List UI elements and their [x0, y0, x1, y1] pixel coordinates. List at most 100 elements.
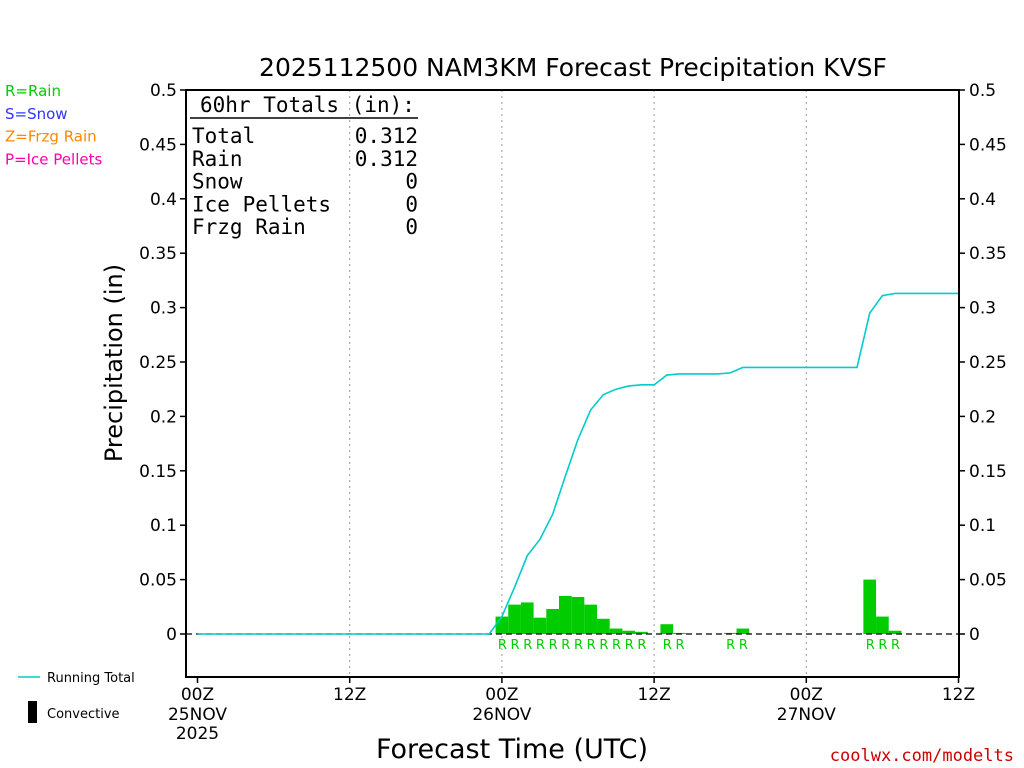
- x-tick-date: 27NOV: [777, 705, 836, 725]
- y-tick-label-right: 0.35: [969, 244, 1007, 264]
- grid-lines: [349, 90, 807, 677]
- precip-bar: [888, 630, 902, 634]
- totals-row-value: 0: [405, 170, 418, 194]
- totals-row-label: Total: [192, 124, 255, 148]
- precip-type-legend-item: S=Snow: [5, 105, 68, 123]
- precip-bar: [622, 630, 636, 634]
- y-tick-label-right: 0.5: [969, 81, 996, 101]
- precip-bar: [584, 604, 598, 634]
- y-axis-label: Precipitation (in): [100, 264, 128, 462]
- precip-type-mark: R: [549, 638, 558, 653]
- y-tick-label-right: 0.05: [969, 571, 1007, 591]
- x-tick-label: 12Z: [333, 685, 366, 705]
- precip-type-mark: R: [612, 638, 621, 653]
- precip-type-mark: R: [574, 638, 583, 653]
- totals-row-value: 0: [405, 192, 418, 216]
- precip-bar: [660, 624, 674, 634]
- convective-legend-label: Convective: [47, 707, 120, 722]
- y-ticks: 0 00.05 0.050.1 0.10.15 0.150.2 0.20.25 0.250.…: [139, 81, 1007, 645]
- y-tick-label-right: 0.15: [969, 462, 1007, 482]
- precip-type-legend-item: Z=Frzg Rain: [5, 128, 97, 146]
- running-total-line: [197, 292, 959, 635]
- precip-type-mark: R: [675, 638, 684, 653]
- precip-bar: [508, 604, 521, 634]
- credit-text: coolwx.com/modelts: [830, 746, 1014, 766]
- totals-row-value: 0: [405, 215, 418, 239]
- plot-frame: [185, 89, 960, 678]
- y-tick-label-left: 0.45: [139, 135, 177, 155]
- totals-row-label: Snow: [192, 170, 243, 194]
- x-tick-date: 26NOV: [472, 705, 531, 725]
- precip-type-mark: R: [637, 638, 646, 653]
- totals-row-label: Rain: [192, 147, 243, 171]
- y-tick-label-left: 0.3: [150, 299, 177, 319]
- line-legend: Running Total Convective: [18, 671, 135, 723]
- precip-type-legend-item: R=Rain: [5, 82, 61, 100]
- precip-type-mark: R: [561, 638, 570, 653]
- y-tick-label-left: 0.05: [139, 571, 177, 591]
- totals-row-label: Ice Pellets: [192, 192, 331, 216]
- precip-bar: [635, 631, 648, 634]
- totals-row-value: 0.312: [355, 124, 418, 148]
- precip-type-mark: R: [523, 638, 532, 653]
- y-tick-label-right: 0: [969, 625, 980, 645]
- x-axis-label: Forecast Time (UTC): [376, 734, 648, 765]
- precip-type-mark: R: [663, 638, 672, 653]
- precip-type-mark: R: [891, 638, 900, 653]
- y-tick-label-right: 0.4: [969, 190, 996, 210]
- y-tick-label-left: 0.4: [150, 190, 177, 210]
- precip-type-mark: R: [866, 638, 875, 653]
- precip-type-mark: R: [739, 638, 748, 653]
- y-tick-label-right: 0.1: [969, 516, 996, 536]
- precip-bar: [609, 628, 623, 634]
- precip-bar: [597, 618, 610, 634]
- y-tick-label-left: 0.5: [150, 81, 177, 101]
- precip-bar: [495, 616, 509, 634]
- y-tick-label-right: 0.45: [969, 135, 1007, 155]
- x-tick-label: 12Z: [942, 685, 975, 705]
- y-tick-label-left: 0: [166, 625, 177, 645]
- totals-rows: Total 0.312 Rain 0.312 Snow 0 Ice Pellets 0 Frzg…: [192, 124, 418, 239]
- precip-bar: [736, 628, 750, 634]
- convective-swatch: [28, 701, 37, 723]
- y-tick-label-left: 0.25: [139, 353, 177, 373]
- x-tick-date: 25NOV: [168, 705, 227, 725]
- precip-type-legend: R=Rain S=Snow Z=Frzg Rain P=Ice Pellets: [5, 82, 102, 168]
- y-tick-label-left: 0.35: [139, 244, 177, 264]
- x-tick-label: 12Z: [637, 685, 670, 705]
- precip-bar: [876, 616, 889, 634]
- precip-type-mark: R: [498, 638, 507, 653]
- precip-type-legend-item: P=Ice Pellets: [5, 150, 102, 168]
- chart-title: 2025112500 NAM3KM Forecast Precipitation…: [259, 53, 887, 82]
- precip-bar: [520, 602, 534, 634]
- precip-type-mark: R: [599, 638, 608, 653]
- precip-bar: [533, 617, 547, 634]
- precip-type-mark: R: [726, 638, 735, 653]
- x-tick-year: 2025: [176, 724, 219, 744]
- precip-type-mark: R: [536, 638, 545, 653]
- x-tick-label: 00Z: [485, 685, 518, 705]
- precip-type-mark: R: [878, 638, 887, 653]
- y-tick-label-left: 0.2: [150, 407, 177, 427]
- precip-bar: [863, 579, 877, 634]
- running-total-legend-label: Running Total: [47, 671, 135, 686]
- y-tick-label-left: 0.15: [139, 462, 177, 482]
- y-tick-label-right: 0.2: [969, 407, 996, 427]
- totals-row-value: 0.312: [355, 147, 418, 171]
- y-tick-label-right: 0.3: [969, 299, 996, 319]
- y-tick-label-right: 0.25: [969, 353, 1007, 373]
- precip-bar: [546, 608, 559, 634]
- precip-bar: [558, 595, 572, 634]
- x-tick-label: 00Z: [790, 685, 823, 705]
- precip-type-mark: R: [625, 638, 634, 653]
- precip-type-mark: R: [587, 638, 596, 653]
- precip-bars: [495, 579, 902, 634]
- totals-row-label: Frzg Rain: [192, 215, 306, 239]
- precip-type-mark: R: [511, 638, 520, 653]
- totals-header: 60hr Totals (in):: [200, 93, 415, 117]
- y-tick-label-left: 0.1: [150, 516, 177, 536]
- precip-bar: [571, 597, 585, 634]
